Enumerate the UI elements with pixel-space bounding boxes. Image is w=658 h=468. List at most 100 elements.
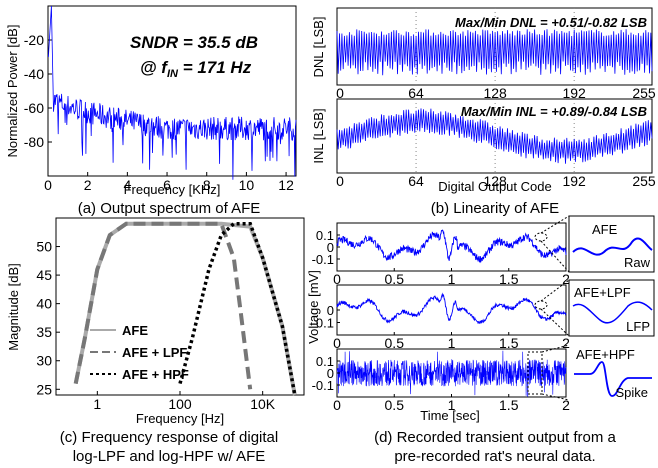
chart-b: 0 64 128 192 255 0 64 128 192 255 Max/Min DNL = +… — [311, 7, 656, 217]
chart-b-xlabel: Digital Output Code — [438, 179, 551, 194]
y-tick-label: -40 — [24, 66, 44, 82]
chart-d: 0 0.5 1 1.5 20.10-0.10 0.5 1 1.5 20-0.10 0.5 1 1.5 2… — [306, 215, 655, 465]
chart-c-caption-line1: (c) Frequency response of digital — [60, 429, 278, 446]
x-tick-label: 192 — [562, 173, 586, 189]
chart-d-ylabel: Voltage [mV] — [306, 270, 321, 344]
chart-a-xlabel: Frequency [KHz] — [124, 182, 221, 197]
y-tick-label: -0.1 — [312, 316, 334, 331]
chart-d-xlabel: Time [sec] — [420, 408, 479, 423]
dnl-line — [336, 29, 653, 76]
chart-d-spike-inset-title: AFE+HPF — [576, 347, 635, 362]
x-tick-label: 12 — [278, 177, 294, 193]
y-tick-label: 30 — [36, 353, 52, 369]
chart-b-dnl-ylabel: DNL [LSB] — [311, 17, 326, 78]
y-tick-label: -80 — [24, 134, 44, 150]
x-tick-label: 0 — [333, 271, 341, 287]
series-3-line — [178, 221, 297, 396]
x-tick-label: 2 — [84, 177, 92, 193]
chart-d-traces — [336, 229, 567, 397]
y-tick-label: -0.1 — [312, 378, 334, 393]
x-tick-label: 1 — [448, 335, 456, 351]
y-tick-label: 0 — [327, 366, 334, 381]
chart-d-ticks: 0 0.5 1 1.5 20.10-0.10 0.5 1 1.5 20-0.10 0.5 1 1.5 2… — [312, 228, 571, 413]
y-tick-label: 40 — [36, 296, 52, 312]
chart-b-caption: (b) Linearity of AFE — [431, 200, 559, 217]
chart-b-dnl-curve — [336, 29, 653, 76]
chart-b-dnl-annotation: Max/Min DNL = +0.51/-0.82 LSB — [455, 15, 647, 30]
x-tick-label: 2 — [562, 335, 570, 351]
chart-c-caption-line2: log-LPF and log-HPF w/ AFE — [73, 448, 266, 465]
chart-b-inl-curve — [336, 108, 653, 164]
chart-a-caption: (a) Output spectrum of AFE — [78, 200, 261, 217]
x-tick-label: 6 — [163, 177, 171, 193]
chart-c: 1 100 10K 25 30 35 40 45 50 AFE AFE + LPF AFE + … — [6, 217, 305, 465]
zoom-line-raw-1 — [540, 215, 570, 234]
y-tick-label: -60 — [24, 100, 44, 116]
x-tick-label: 0 — [336, 173, 344, 189]
y-tick-label: 0.1 — [316, 228, 334, 243]
chart-a-ticks: 0 2 4 6 8 10 12 -20 -40 -60 -80 — [24, 32, 294, 193]
chart-c-xlabel: Frequency [Hz] — [136, 411, 224, 426]
legend-label-afe: AFE — [122, 323, 148, 338]
chart-d-lfp-inset-title: AFE+LPF — [574, 285, 631, 300]
chart-d-raw-inset — [568, 215, 655, 273]
chart-b-grid — [415, 8, 575, 173]
x-tick-label: 0 — [336, 85, 344, 101]
inset-raw-trace — [572, 237, 653, 256]
legend-label-afe-hpf: AFE + HPF — [122, 367, 189, 382]
x-tick-label: 0 — [333, 397, 341, 413]
chart-d-raw-inset-title: AFE — [592, 222, 618, 237]
y-tick-label: 45 — [36, 267, 52, 283]
trace-2 — [336, 292, 567, 325]
x-tick-label: 2 — [562, 271, 570, 287]
y-tick-label: -0.1 — [312, 252, 334, 267]
spectrum-line — [47, 5, 297, 180]
chart-a-frame — [47, 5, 297, 177]
inl-line — [336, 108, 653, 164]
trace-3 — [336, 350, 567, 397]
x-tick-label: 10 — [239, 177, 255, 193]
x-tick-label: 255 — [632, 173, 656, 189]
x-tick-label: 0 — [333, 335, 341, 351]
chart-d-lfp-inset-label: LFP — [626, 319, 650, 334]
chart-d-zoom-callouts — [527, 215, 570, 401]
x-tick-label: 128 — [483, 173, 507, 189]
chart-a-annotation-fin: @ fIN = 171 Hz — [140, 58, 252, 80]
y-tick-label: 25 — [36, 381, 52, 397]
zoom-line-spike-1 — [541, 344, 570, 353]
y-tick-label: 0 — [327, 303, 334, 318]
chart-c-ticks: 1 100 10K 25 30 35 40 45 50 — [36, 239, 275, 412]
chart-d-caption-line2: pre-recorded rat's neural data. — [394, 448, 595, 465]
x-tick-label: 1.5 — [499, 397, 519, 413]
inset-spike-trace — [574, 361, 652, 397]
y-tick-label: 50 — [36, 239, 52, 255]
x-tick-label: 8 — [203, 177, 211, 193]
y-tick-label: 35 — [36, 324, 52, 340]
legend-label-afe-lpf: AFE + LPF — [122, 345, 187, 360]
chart-b-dnl-frame — [336, 7, 653, 86]
y-tick-label: 0 — [327, 240, 334, 255]
chart-b-inl-ylabel: INL [LSB] — [311, 108, 326, 163]
x-tick-label: 0.5 — [385, 335, 405, 351]
x-tick-label: 64 — [408, 173, 424, 189]
chart-d-spike-inset-label: Spike — [615, 385, 648, 400]
series-2-line — [73, 221, 253, 390]
inset-lfp-trace — [572, 301, 653, 324]
x-tick-label: 1.5 — [499, 271, 519, 287]
x-tick-label: 2 — [562, 397, 570, 413]
zoom-ellipse-lfp — [534, 300, 548, 310]
zoom-line-lfp-1 — [540, 279, 570, 302]
chart-b-inl-annotation: Max/Min INL = +0.89/-0.84 LSB — [461, 104, 647, 119]
x-tick-label: 0 — [44, 177, 52, 193]
chart-d-lfp-inset — [568, 279, 655, 337]
x-tick-label: 1 — [448, 271, 456, 287]
chart-d-lfp-frame — [336, 284, 567, 336]
x-tick-label: 100 — [168, 396, 192, 412]
x-tick-label: 1.5 — [499, 335, 519, 351]
x-tick-label: 0.5 — [385, 271, 405, 287]
x-tick-label: 1 — [93, 396, 101, 412]
zoom-line-spike-2 — [541, 393, 570, 401]
x-tick-label: 1 — [448, 397, 456, 413]
trace-1 — [336, 229, 567, 264]
chart-a-ylabel: Normalized Power [dB] — [5, 25, 20, 158]
